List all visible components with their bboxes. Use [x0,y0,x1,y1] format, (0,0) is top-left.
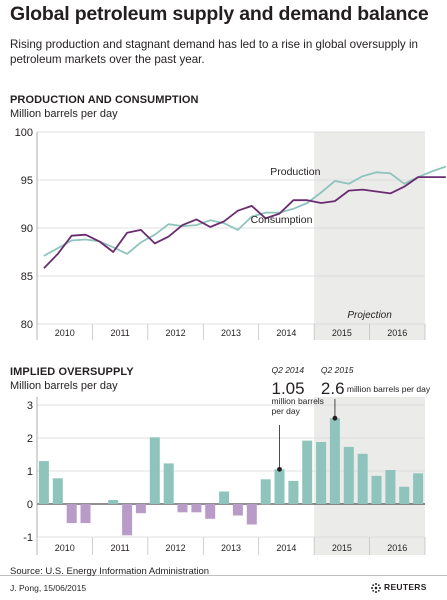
bar [260,479,271,505]
annotation-dot [332,415,338,421]
x-tick-label: 2010 [55,543,75,553]
source-note: Source: U.S. Energy Information Administ… [10,566,210,577]
series-label-consumption: Consumption [251,214,313,226]
bar [38,461,49,504]
bar [163,463,174,504]
reuters-logo-icon [371,583,381,593]
y-tick-label: 80 [21,319,33,331]
bar [329,418,340,504]
y-tick-label: 0 [27,499,33,511]
annotation-period: Q2 2015 [321,365,354,375]
y-tick-label: 95 [21,175,33,187]
bar [232,504,243,516]
y-tick-label: 1 [27,466,33,478]
x-tick-label: 2015 [332,543,352,553]
annotation-value: 2.6 [321,379,345,398]
x-tick-label: 2011 [110,328,129,338]
bar [108,500,119,504]
bar [135,504,146,514]
page-subtitle: Rising production and stagnant demand ha… [10,38,418,66]
series-line-consumption [43,176,446,269]
bar [288,480,299,504]
bar [343,446,354,504]
production-consumption-chart: 80 85 90 95 100 2010 2011 2012 2013 2014 2015 2016… [15,127,447,340]
bar [371,475,382,504]
production-chart-title: PRODUCTION AND CONSUMPTION [10,94,199,106]
byline: J. Pong, 15/06/2015 [10,583,87,593]
bar [399,486,410,504]
annotation-value: 1.05 [272,379,305,398]
bar [385,470,396,504]
x-tick-label: 2016 [387,543,407,553]
bar [52,478,63,504]
oversupply-chart-title: IMPLIED OVERSUPPLY [10,366,134,378]
y-tick-label: -1 [23,532,33,544]
annotation-unit: million barrels per day [347,384,431,394]
projection-label: Projection [347,310,392,321]
x-tick-label: 2015 [332,328,352,338]
bar [177,504,188,513]
reuters-logo-text: REUTERS [384,582,427,592]
x-tick-label: 2012 [166,543,186,553]
annotation-unit: million barrels per day [272,396,324,416]
annotation-dot [277,466,282,472]
bar [149,437,160,504]
y-tick-label: 2 [27,433,33,445]
x-tick-label: 2011 [110,543,129,553]
footer-divider [0,575,447,576]
x-tick-label: 2014 [276,543,296,553]
bar [246,504,257,525]
bar [316,442,327,504]
bar [357,453,368,504]
y-tick-label: 90 [21,223,33,235]
bar [122,504,133,536]
production-chart-unit: Million barrels per day [10,108,118,120]
bar [274,469,285,504]
bar [80,504,91,524]
x-tick-label: 2012 [166,328,186,338]
series-line-production [43,165,447,257]
y-tick-label: 100 [15,127,33,139]
oversupply-chart-unit: Million barrels per day [10,380,118,392]
x-tick-label: 2016 [387,328,407,338]
bar [191,504,202,513]
page-title: Global petroleum supply and demand balan… [10,3,429,25]
bar [302,440,313,504]
x-tick-label: 2013 [221,543,241,553]
x-tick-label: 2013 [221,328,241,338]
bar [205,504,216,519]
bar [413,473,424,504]
x-tick-label: 2014 [276,328,296,338]
x-tick-label: 2010 [55,328,75,338]
projection-shade [314,132,425,340]
y-tick-label: 85 [21,271,33,283]
series-label-production: Production [270,166,320,178]
bar [66,504,77,524]
annotation-period: Q2 2014 [272,365,305,375]
y-tick-label: 3 [27,400,33,412]
oversupply-chart: -1 0 1 2 3 2010 2011 2012 2013 2014 2015 2016 Q2 2… [23,365,431,555]
bar [219,491,230,504]
